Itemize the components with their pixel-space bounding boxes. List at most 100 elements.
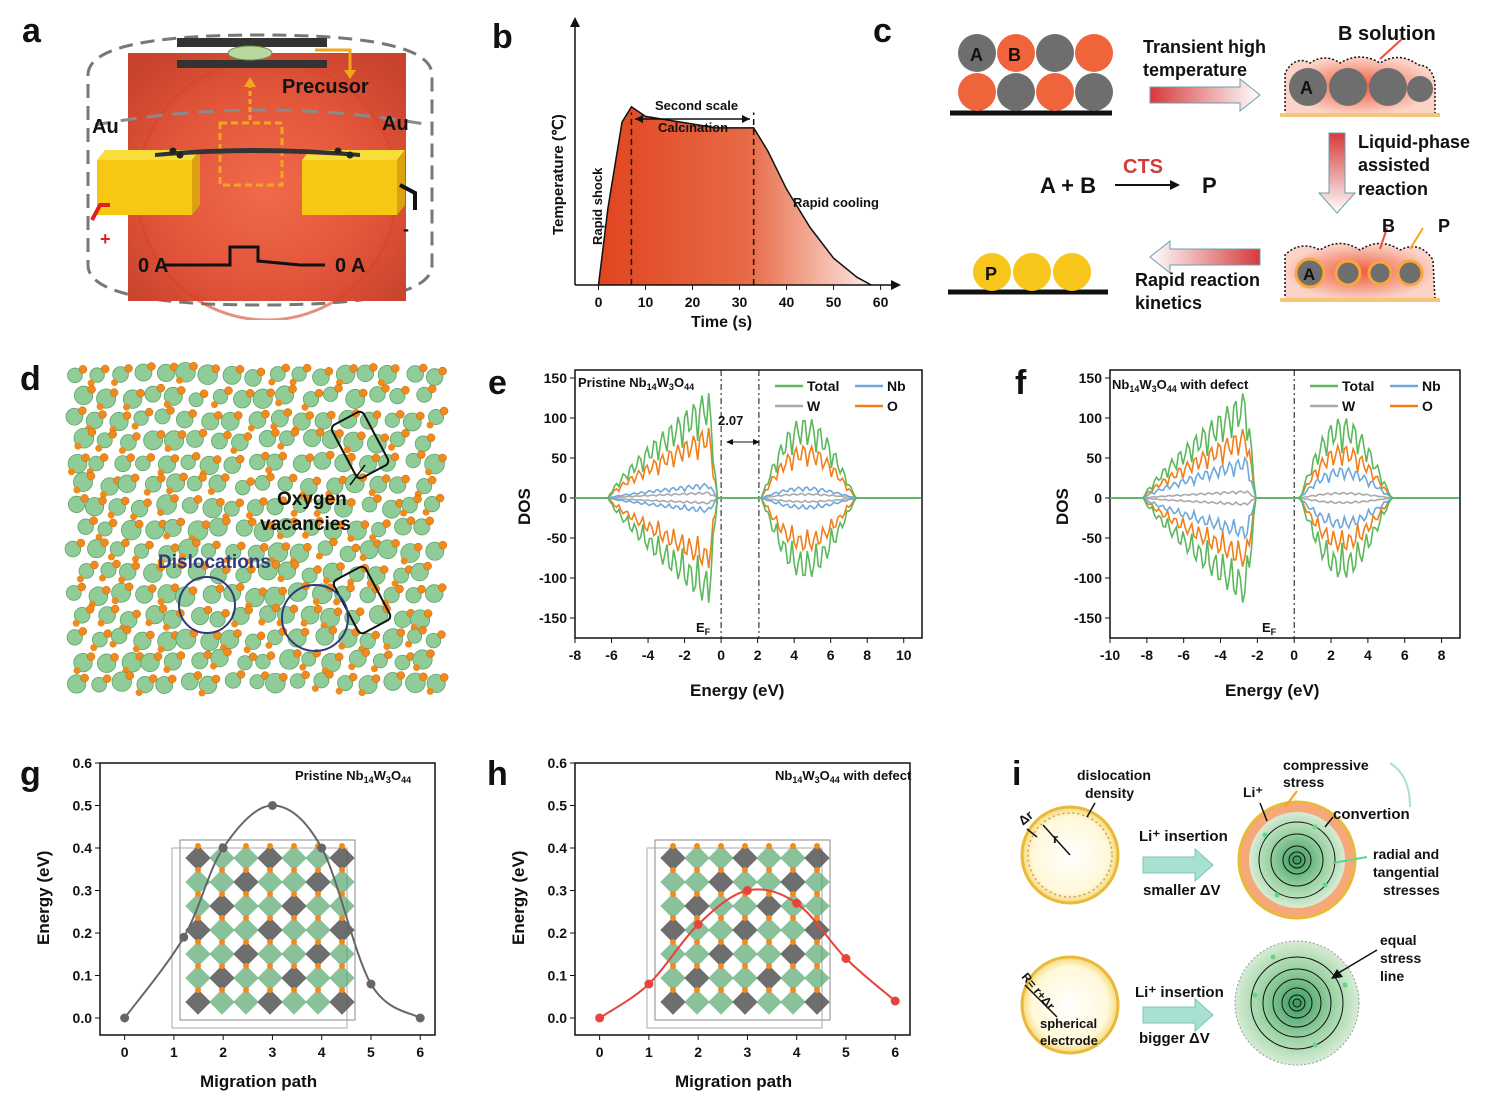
- d-o-atom: [355, 607, 365, 616]
- d-o-atom: [288, 384, 297, 394]
- g-chart-octahedron: [257, 941, 283, 967]
- d-nb-atom: [209, 611, 226, 628]
- d-o-atom: [107, 553, 115, 561]
- g-chart-o-atom: [315, 987, 321, 993]
- g-chart-o-atom: [219, 915, 225, 921]
- f-chart-xtick-label: -2: [1251, 647, 1264, 663]
- d-o-atom: [230, 446, 238, 454]
- d-nb-atom: [166, 562, 182, 579]
- d-o-atom: [334, 383, 343, 393]
- d-o-atom: [260, 542, 269, 552]
- d-o-atom: [77, 582, 87, 592]
- d-nb-atom: [180, 454, 196, 470]
- g-chart-octahedron: [329, 989, 355, 1015]
- g-chart-o-atom: [315, 867, 321, 873]
- g-chart-o-atom: [219, 939, 225, 945]
- h-chart-ytick-label: 0.0: [548, 1010, 568, 1026]
- i-li-insertion-2: Li⁺ insertion: [1135, 984, 1224, 1001]
- h-chart-ytick-label: 0.6: [548, 755, 568, 771]
- h-chart-xtick-label: 2: [694, 1044, 702, 1060]
- g-chart-octahedron: [281, 893, 307, 919]
- h-chart-o-atom: [718, 891, 724, 897]
- d-o-atom: [177, 386, 186, 395]
- g-chart-o-atom: [291, 891, 297, 897]
- f-chart-ytick-label: 0: [1094, 490, 1102, 506]
- h-chart-o-atom: [814, 987, 820, 993]
- h-chart-point: [742, 886, 752, 895]
- h-chart-o-atom: [718, 963, 724, 969]
- g-chart-octahedron: [305, 893, 331, 919]
- h-chart-o-atom: [718, 987, 724, 993]
- h-chart-octahedron: [732, 965, 758, 991]
- h-chart-point: [595, 1013, 605, 1023]
- d-o-atom: [163, 400, 171, 408]
- d-o-atom: [123, 403, 131, 411]
- d-o-atom: [312, 598, 320, 606]
- d-o-atom: [122, 411, 132, 420]
- d-o-atom: [334, 652, 344, 662]
- c-label-b: B: [1382, 216, 1395, 236]
- d-nb-atom: [247, 499, 264, 516]
- g-chart-o-atom: [243, 891, 249, 897]
- g-ylabel: Energy (eV): [34, 851, 53, 945]
- d-o-atom: [176, 376, 184, 384]
- d-o-atom: [132, 609, 141, 619]
- d-nb-atom: [144, 475, 162, 493]
- d-o-atom: [266, 388, 276, 398]
- g-chart-o-atom: [243, 939, 249, 945]
- svg-text:A: A: [970, 45, 983, 65]
- f-chart-ytick-label: 150: [1079, 370, 1103, 386]
- d-o-atom: [111, 378, 119, 386]
- d-nb-atom: [235, 479, 251, 496]
- d-nb-atom: [394, 654, 411, 671]
- h-chart-octahedron: [756, 941, 782, 967]
- d-o-atom: [146, 630, 155, 640]
- e-chart-series-o: [575, 427, 922, 499]
- d-o-atom: [99, 574, 107, 582]
- d-o-atom: [73, 486, 81, 494]
- d-o-atom: [438, 540, 448, 550]
- h-chart-octahedron: [660, 989, 686, 1015]
- h-chart-point: [644, 979, 654, 989]
- d-nb-atom: [91, 676, 107, 693]
- d-o-atom: [132, 645, 140, 653]
- d-o-atom: [212, 540, 221, 550]
- i-equal-2: stress: [1380, 950, 1421, 966]
- d-o-atom: [135, 689, 143, 697]
- d-o-atom: [237, 541, 246, 551]
- d-o-atom: [81, 453, 90, 462]
- d-nb-atom: [393, 567, 410, 584]
- h-chart-o-atom: [790, 939, 796, 945]
- i-bigger: bigger ΔV: [1139, 1030, 1210, 1047]
- b-xtick-label: 30: [732, 294, 748, 310]
- g-chart-octahedron: [233, 917, 259, 943]
- d-o-atom: [335, 687, 343, 695]
- e-chart-xtick-label: 4: [790, 647, 798, 663]
- g-chart-o-atom: [315, 891, 321, 897]
- d-o-atom: [288, 473, 298, 483]
- g-chart-o-atom: [219, 963, 225, 969]
- b-second-scale: Second scale: [655, 98, 738, 113]
- d-o-atom: [96, 403, 104, 411]
- h-chart-octahedron: [708, 989, 734, 1015]
- d-o-atom: [146, 453, 156, 462]
- e-chart-xtick-label: -6: [605, 647, 618, 663]
- d-nb-atom: [302, 391, 320, 408]
- g-chart-ytick-label: 0.1: [73, 968, 93, 984]
- d-o-atom: [245, 388, 255, 398]
- d-nb-atom: [313, 672, 330, 689]
- d-nb-atom: [405, 452, 421, 469]
- d-o-atom: [243, 646, 251, 654]
- g-chart-o-atom: [195, 963, 201, 969]
- h-chart-point: [693, 920, 703, 929]
- h-chart-o-atom: [670, 891, 676, 897]
- e-chart-ytick-label: -150: [539, 610, 567, 626]
- g-chart-o-atom: [219, 867, 225, 873]
- c-label-p: P: [1438, 216, 1450, 236]
- d-o-atom: [301, 670, 310, 680]
- d-o-atom: [303, 495, 313, 504]
- b-ylabel: Temperature (℃): [550, 114, 567, 235]
- h-chart-octahedron: [804, 869, 830, 895]
- d-nb-atom: [225, 543, 242, 560]
- d-nb-atom: [88, 455, 104, 472]
